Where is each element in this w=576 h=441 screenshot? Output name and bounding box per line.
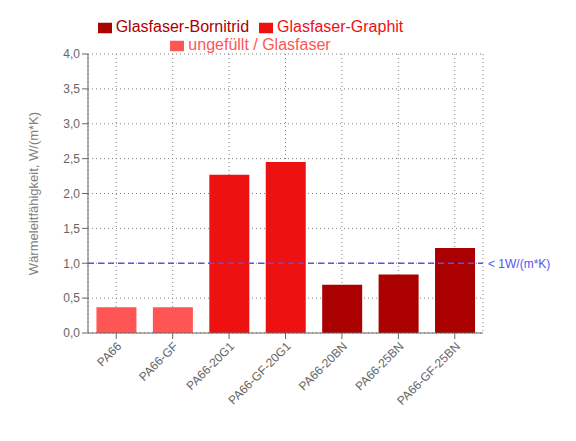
svg-text:4,0: 4,0	[63, 47, 80, 61]
svg-text:PA66-GF-20G1: PA66-GF-20G1	[225, 339, 293, 407]
svg-text:PA66-GF-25BN: PA66-GF-25BN	[394, 339, 463, 408]
svg-text:1,5: 1,5	[63, 222, 80, 236]
svg-text:1,0: 1,0	[63, 257, 80, 271]
svg-text:2,5: 2,5	[63, 152, 80, 166]
svg-text:PA66-20BN: PA66-20BN	[296, 339, 350, 393]
svg-text:PA66: PA66	[94, 339, 124, 369]
svg-text:PA66-25BN: PA66-25BN	[352, 339, 406, 393]
svg-text:PA66-20G1: PA66-20G1	[184, 339, 238, 393]
svg-text:3,0: 3,0	[63, 117, 80, 131]
html-text:Glasfaser-Bornitrid: Glasfaser-Bornitrid	[115, 18, 249, 35]
svg-text:2,0: 2,0	[63, 187, 80, 201]
html-text:Glasfaser-Graphit: Glasfaser-Graphit	[277, 18, 404, 35]
svg-text:0,0: 0,0	[63, 326, 80, 340]
html-text:ungefüllt / Glasfaser: ungefüllt / Glasfaser	[188, 36, 331, 53]
svg-text:3,5: 3,5	[63, 82, 80, 96]
svg-text:Wärmeleitfähigkeit, W/(m*K): Wärmeleitfähigkeit, W/(m*K)	[26, 112, 41, 275]
svg-text:PA66-GF: PA66-GF	[136, 339, 181, 384]
svg-text:< 1W/(m*K): < 1W/(m*K)	[488, 257, 550, 271]
svg-text:0,5: 0,5	[63, 291, 80, 305]
